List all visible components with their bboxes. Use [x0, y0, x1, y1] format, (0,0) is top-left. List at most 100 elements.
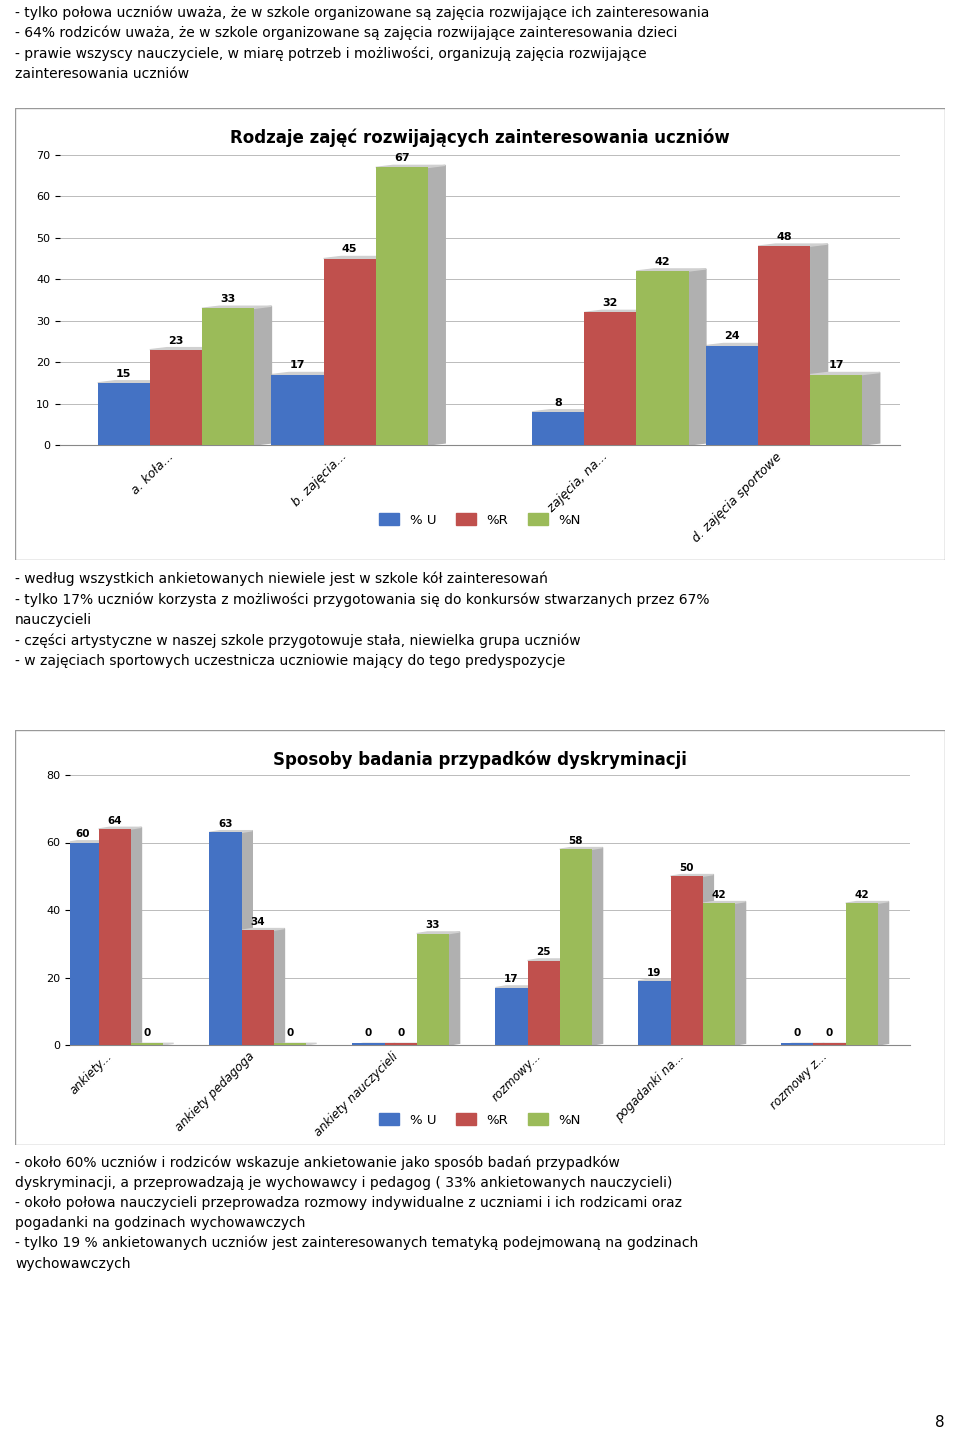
Bar	[375, 167, 428, 446]
Polygon shape	[150, 348, 219, 349]
Bar	[202, 309, 254, 446]
Bar	[813, 1044, 846, 1045]
Text: 24: 24	[724, 332, 740, 341]
Bar	[585, 313, 636, 446]
Text: 0: 0	[286, 1028, 294, 1038]
Polygon shape	[131, 827, 141, 1045]
Bar	[417, 933, 449, 1045]
Polygon shape	[274, 1044, 317, 1045]
Polygon shape	[131, 1044, 174, 1045]
Polygon shape	[202, 306, 272, 309]
Polygon shape	[495, 986, 539, 987]
Polygon shape	[810, 373, 879, 374]
Bar	[324, 259, 375, 446]
Bar	[272, 374, 324, 446]
Bar	[532, 412, 585, 446]
Text: 50: 50	[680, 863, 694, 874]
Polygon shape	[352, 1044, 396, 1045]
Polygon shape	[670, 875, 713, 877]
Text: 64: 64	[108, 815, 122, 826]
Bar	[638, 981, 670, 1045]
Text: 33: 33	[425, 920, 440, 930]
Bar	[781, 1044, 813, 1045]
Polygon shape	[636, 310, 654, 446]
Polygon shape	[375, 166, 445, 167]
Bar	[274, 1044, 306, 1045]
Polygon shape	[706, 344, 776, 345]
Bar	[495, 987, 528, 1045]
Polygon shape	[324, 373, 341, 446]
Bar	[209, 833, 242, 1045]
Bar	[385, 1044, 417, 1045]
Text: 0: 0	[826, 1028, 833, 1038]
Text: 0: 0	[365, 1028, 372, 1038]
Polygon shape	[274, 929, 284, 1045]
Polygon shape	[272, 373, 341, 374]
Polygon shape	[150, 381, 167, 446]
Polygon shape	[862, 373, 879, 446]
Polygon shape	[877, 901, 889, 1045]
Text: 42: 42	[711, 890, 726, 900]
Polygon shape	[810, 245, 828, 446]
Text: 19: 19	[647, 967, 661, 977]
Polygon shape	[99, 827, 141, 828]
Bar	[846, 903, 877, 1045]
Bar	[242, 930, 274, 1045]
Text: 0: 0	[794, 1028, 801, 1038]
Legend: % U, %R, %N: % U, %R, %N	[374, 508, 586, 531]
Text: 42: 42	[854, 890, 869, 900]
Polygon shape	[209, 831, 252, 833]
Polygon shape	[66, 840, 109, 843]
Text: 58: 58	[568, 836, 583, 846]
Polygon shape	[670, 980, 682, 1045]
Bar	[528, 961, 560, 1045]
Polygon shape	[592, 847, 603, 1045]
Legend: % U, %R, %N: % U, %R, %N	[374, 1108, 586, 1131]
Bar	[99, 828, 131, 1045]
Text: 25: 25	[537, 948, 551, 957]
Text: 33: 33	[221, 294, 235, 304]
Polygon shape	[532, 409, 602, 412]
Polygon shape	[324, 256, 393, 259]
Polygon shape	[638, 980, 682, 981]
Text: 15: 15	[116, 368, 132, 379]
Polygon shape	[428, 166, 445, 446]
Polygon shape	[254, 306, 272, 446]
Text: 17: 17	[290, 361, 305, 370]
Bar	[131, 1044, 163, 1045]
Polygon shape	[202, 348, 219, 446]
Text: 42: 42	[655, 256, 670, 266]
Polygon shape	[449, 932, 460, 1045]
Polygon shape	[585, 409, 602, 446]
Text: 23: 23	[168, 335, 183, 345]
Text: 48: 48	[777, 232, 792, 242]
Polygon shape	[846, 901, 889, 903]
Text: Sposoby badania przypadków dyskryminacji: Sposoby badania przypadków dyskryminacji	[273, 751, 687, 769]
Bar	[703, 903, 734, 1045]
Text: 34: 34	[251, 917, 265, 927]
Text: 0: 0	[143, 1028, 151, 1038]
Text: 63: 63	[218, 818, 232, 828]
Polygon shape	[242, 929, 284, 930]
Polygon shape	[781, 1044, 825, 1045]
Polygon shape	[636, 269, 706, 271]
Polygon shape	[703, 901, 746, 903]
Polygon shape	[585, 310, 654, 313]
Text: 8: 8	[554, 397, 563, 408]
Text: 60: 60	[75, 828, 90, 839]
Text: 45: 45	[342, 245, 357, 255]
Bar	[150, 349, 202, 446]
Bar	[670, 877, 703, 1045]
Polygon shape	[417, 932, 460, 933]
Polygon shape	[99, 840, 109, 1045]
Text: - według wszystkich ankietowanych niewiele jest w szkole kół zainteresowań
- tyl: - według wszystkich ankietowanych niewie…	[15, 572, 709, 668]
Polygon shape	[703, 875, 713, 1045]
Polygon shape	[375, 256, 393, 446]
Polygon shape	[758, 245, 828, 246]
Bar	[810, 374, 862, 446]
Polygon shape	[560, 960, 570, 1045]
Polygon shape	[528, 986, 539, 1045]
Polygon shape	[242, 831, 252, 1045]
Polygon shape	[560, 847, 603, 849]
Text: Rodzaje zajęć rozwijających zainteresowania uczniów: Rodzaje zajęć rozwijających zainteresowa…	[230, 128, 730, 147]
